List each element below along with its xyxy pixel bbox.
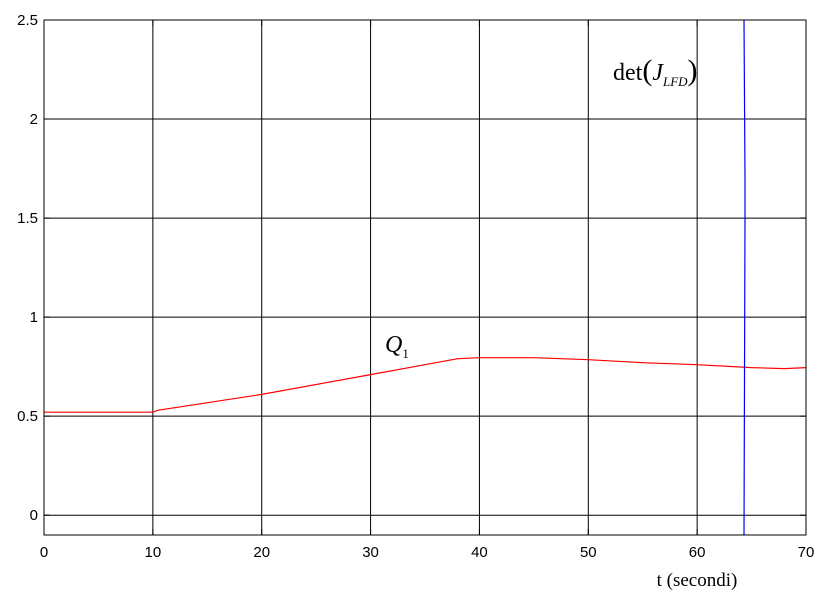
ticks: [43, 19, 807, 535]
x-tick-label-4: 40: [471, 544, 488, 561]
x-tick-label-0: 0: [40, 544, 48, 561]
det-annotation-main: det: [613, 60, 643, 86]
x-tick-label-6: 60: [689, 544, 706, 561]
x-tick-label-1: 10: [145, 544, 162, 561]
q1-annotation: Q1: [385, 332, 409, 361]
plot-background: [44, 20, 806, 535]
y-tick-label-4: 2: [30, 111, 38, 128]
x-tick-label-2: 20: [253, 544, 270, 561]
y-tick-label-3: 1.5: [17, 210, 38, 227]
q1-annotation-sub: 1: [402, 346, 409, 361]
plot-frame: [43, 19, 807, 536]
det-annotation-paren-open: (: [642, 54, 652, 87]
series-line-1: [743, 19, 746, 536]
grid: [44, 20, 806, 535]
x-axis-title: t (secondi): [657, 570, 738, 591]
series-group: [44, 19, 807, 536]
y-tick-label-0: 0: [30, 507, 38, 524]
q1-annotation-main: Q: [385, 332, 402, 358]
tick-labels: 0 10 20 30 40 50 60 70 0 0.5 1 1.5 2 2.5: [17, 12, 814, 561]
det-annotation: det(JLFD): [613, 54, 698, 89]
x-tick-label-5: 50: [580, 544, 597, 561]
series-line-0: [44, 357, 807, 413]
y-tick-label-5: 2.5: [17, 12, 38, 29]
det-annotation-sub: LFD: [662, 74, 688, 89]
det-annotation-j: J: [652, 60, 664, 86]
x-tick-label-7: 70: [798, 544, 815, 561]
y-tick-label-1: 0.5: [17, 408, 38, 425]
det-annotation-paren-close: ): [688, 54, 698, 87]
y-tick-label-2: 1: [30, 309, 38, 326]
x-tick-label-3: 30: [362, 544, 379, 561]
